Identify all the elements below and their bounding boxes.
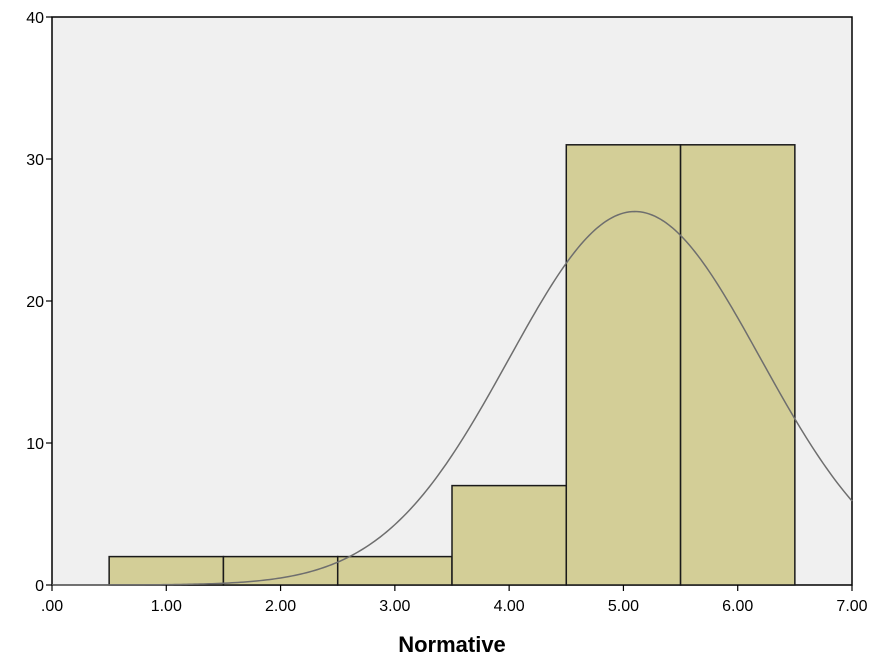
x-tick-label: 6.00 bbox=[722, 598, 753, 615]
bars-group bbox=[108, 144, 796, 586]
normal-curve bbox=[52, 210, 853, 586]
histogram-bar-6 bbox=[679, 144, 796, 586]
histogram-bar-4 bbox=[451, 484, 568, 586]
y-tick-label: 30 bbox=[26, 152, 44, 169]
x-tick-label: 4.00 bbox=[494, 598, 525, 615]
y-tick-label: 10 bbox=[26, 436, 44, 453]
histogram-bar-3 bbox=[336, 555, 453, 586]
y-tick-label: 20 bbox=[26, 294, 44, 311]
histogram-bar-5 bbox=[565, 144, 682, 586]
x-tick-label: 2.00 bbox=[265, 598, 296, 615]
x-tick-label: .00 bbox=[41, 598, 63, 615]
x-tick-label: 1.00 bbox=[151, 598, 182, 615]
y-tick-label: 0 bbox=[35, 578, 44, 595]
x-tick-label: 5.00 bbox=[608, 598, 639, 615]
x-axis-title: Normative bbox=[398, 632, 506, 657]
histogram-bar-1 bbox=[108, 555, 225, 586]
x-tick-label: 7.00 bbox=[836, 598, 867, 615]
axes-group: .00 1.00 2.00 3.00 4.00 5.00 6.00 7.00 0 10 20 30 40 bbox=[26, 10, 867, 615]
y-tick-label: 40 bbox=[26, 10, 44, 27]
x-tick-label: 3.00 bbox=[379, 598, 410, 615]
histogram-bar-2 bbox=[222, 555, 339, 586]
